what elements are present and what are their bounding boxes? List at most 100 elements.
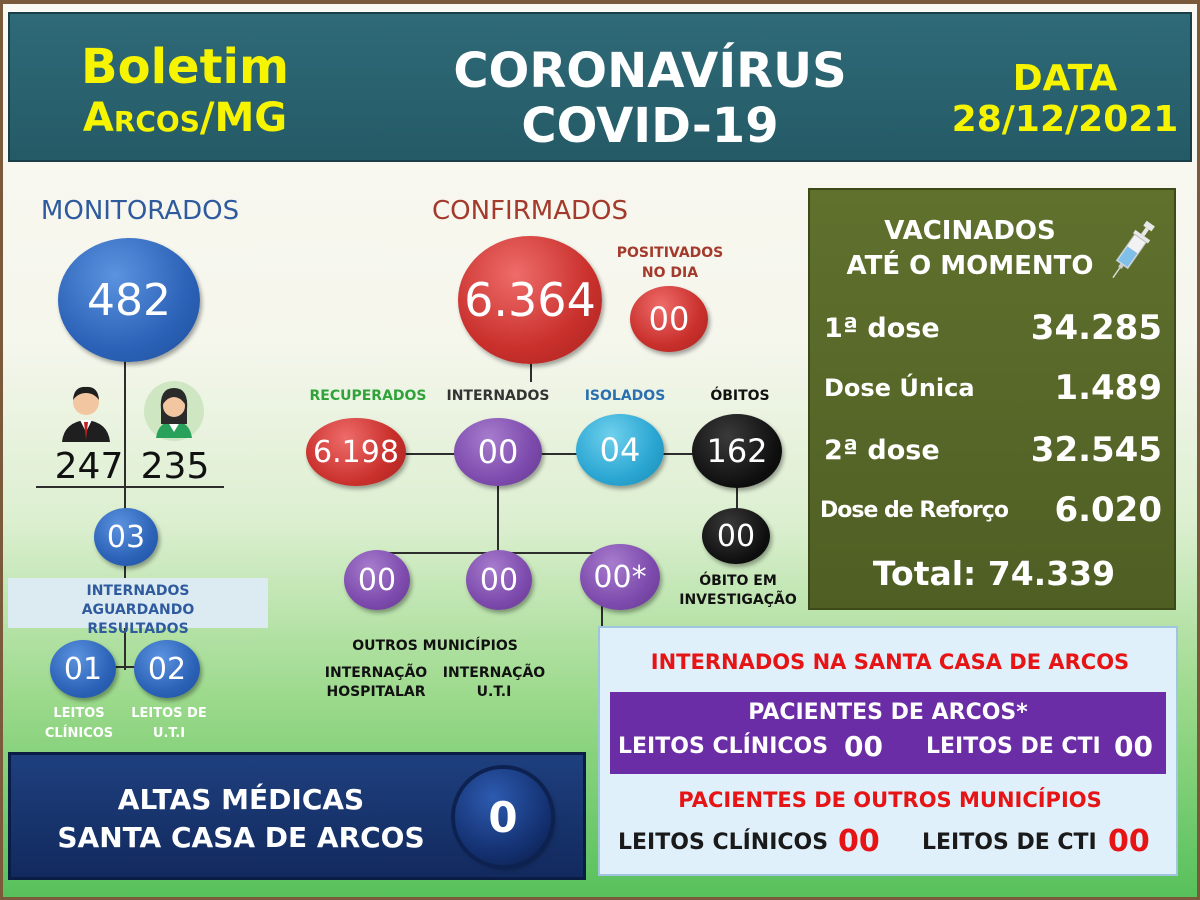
recuperados-label: RECUPERADOS: [309, 388, 427, 404]
vac-row-label: Dose Única: [824, 374, 975, 402]
outros-clinicos-label: LEITOS CLÍNICOS: [618, 830, 829, 855]
vac-row-value: 6.020: [1054, 490, 1162, 530]
internacao-uti-label: INTERNAÇÃO U.T.I: [442, 665, 546, 700]
city-label: Arcos/MG: [82, 95, 288, 142]
isolados-circle: 04: [576, 414, 664, 486]
altas-line1: ALTAS MÉDICAS: [117, 783, 365, 816]
isolados-label: ISOLADOS: [584, 388, 666, 404]
leitos-uti-circle: 02: [134, 640, 200, 698]
monitorados-total-circle: 482: [58, 238, 200, 362]
arcos-cti-label: LEITOS DE CTI: [926, 734, 1101, 759]
vacinados-panel: VACINADOS ATÉ O MOMENTO 1ª dose 34.285 D…: [808, 188, 1176, 610]
internados-aguardando-label: INTERNADOS AGUARDANDO RESULTADOS: [8, 578, 268, 637]
altas-line2: SANTA CASA DE ARCOS: [57, 820, 425, 854]
outros-cti-label: LEITOS DE CTI: [922, 830, 1097, 855]
date-value: 28/12/2021: [951, 99, 1179, 141]
title-line1: CORONAVÍRUS: [453, 43, 847, 99]
obito-investigacao-value: 00: [716, 518, 756, 554]
vacinados-title: VACINADOS ATÉ O MOMENTO: [820, 214, 1120, 284]
confirmados-total-circle: 6.364: [458, 236, 602, 364]
obito-investigacao-circle: 00: [702, 508, 770, 564]
internados-circle: 00: [454, 418, 542, 486]
altas-value: 0: [488, 792, 518, 842]
vac-row-label: 1ª dose: [824, 312, 940, 344]
recuperados-circle: 6.198: [306, 418, 406, 486]
date-block: DATA 28/12/2021: [950, 58, 1180, 141]
outros-clinicos-value: 00: [838, 824, 880, 859]
outros-cti-value: 00: [1108, 824, 1150, 859]
positivados-circle: 00: [630, 286, 708, 352]
isolados-value: 04: [599, 431, 641, 469]
header-banner: Boletim Arcos/MG CORONAVÍRUS COVID-19 DA…: [8, 12, 1192, 162]
main-title: CORONAVÍRUS COVID-19: [410, 43, 890, 155]
vac-row-label: Dose de Reforço: [820, 497, 1009, 523]
altas-circle: 0: [455, 769, 551, 865]
outros-municipios-label: OUTROS MUNICÍPIOS: [352, 638, 518, 654]
recuperados-value: 6.198: [313, 434, 399, 470]
arcos-clinicos-label: LEITOS CLÍNICOS: [618, 734, 829, 759]
leitos-uti-value: 02: [147, 651, 187, 687]
sub-hospitalar-circle: 00: [344, 550, 410, 610]
monitorados-hline: [36, 486, 224, 488]
vac-row-label: 2ª dose: [824, 434, 940, 466]
monitorados-total: 482: [87, 274, 171, 326]
pacientes-arcos-title: PACIENTES DE ARCOS*: [748, 700, 1028, 725]
sub-uti-circle: 00: [466, 550, 532, 610]
sub-hospitalar-value: 00: [357, 562, 397, 598]
pacientes-outros-title: PACIENTES DE OUTROS MUNICÍPIOS: [678, 788, 1102, 812]
male-avatar-icon: [62, 386, 110, 442]
vacinados-total: Total: 74.339: [872, 554, 1116, 593]
date-label: DATA: [1012, 58, 1118, 99]
internados-label: INTERNADOS: [446, 388, 550, 404]
internados-aguardando-value: 03: [106, 519, 146, 555]
male-count: 247: [54, 446, 124, 487]
vac-row-dose1: 1ª dose 34.285: [824, 308, 1162, 348]
vac-row-dose-unica: Dose Única 1.489: [824, 368, 1162, 408]
obitos-value: 162: [706, 432, 768, 470]
vac-row-value: 32.545: [1030, 430, 1162, 470]
vac-row-value: 1.489: [1054, 368, 1162, 408]
leitos-clinicos-label: LEITOS CLÍNICOS: [44, 706, 114, 741]
sub-outros-value: 00*: [593, 559, 647, 595]
positivados-label: POSITIVADOS NO DIA: [616, 245, 724, 281]
boletim-title: Boletim Arcos/MG: [60, 39, 310, 142]
altas-panel: ALTAS MÉDICAS SANTA CASA DE ARCOS 0: [8, 752, 586, 880]
sub-uti-value: 00: [479, 562, 519, 598]
pacientes-arcos-box: PACIENTES DE ARCOS* LEITOS CLÍNICOS 00 L…: [610, 692, 1166, 774]
positivados-value: 00: [648, 300, 690, 338]
confirmados-total: 6.364: [464, 273, 596, 327]
obito-investigacao-label: ÓBITO EM INVESTIGAÇÃO: [679, 573, 797, 608]
female-count: 235: [140, 446, 210, 487]
altas-label: ALTAS MÉDICAS SANTA CASA DE ARCOS: [31, 781, 451, 857]
obitos-circle: 162: [692, 414, 782, 488]
vac-row-dose2: 2ª dose 32.545: [824, 430, 1162, 470]
internados-aguardando-circle: 03: [94, 508, 158, 566]
santa-casa-panel: INTERNADOS NA SANTA CASA DE ARCOS PACIEN…: [598, 626, 1178, 876]
female-avatar-icon: [144, 381, 204, 441]
vacinados-title-line2: ATÉ O MOMENTO: [846, 251, 1094, 282]
monitorados-vline: [124, 340, 126, 670]
leitos-uti-label: LEITOS DE U.T.I: [131, 706, 207, 741]
leitos-hline: [84, 666, 164, 668]
internacao-hospitalar-label: INTERNAÇÃO HOSPITALAR: [324, 665, 428, 700]
confirmados-hline: [360, 453, 740, 455]
monitorados-label: MONITORADOS: [40, 196, 240, 226]
arcos-clinicos-value: 00: [844, 730, 883, 763]
confirmados-vline: [530, 360, 532, 382]
obitos-label: ÓBITOS: [710, 388, 770, 404]
vacinados-title-line1: VACINADOS: [884, 216, 1056, 246]
obitos-vline: [736, 480, 738, 510]
confirmados-label: CONFIRMADOS: [432, 196, 628, 226]
sub-outros-circle: 00*: [580, 544, 660, 610]
title-line2: COVID-19: [521, 98, 779, 155]
vac-row-reforco: Dose de Reforço 6.020: [820, 490, 1162, 530]
arcos-cti-value: 00: [1114, 730, 1153, 763]
leitos-clinicos-value: 01: [63, 651, 103, 687]
leitos-clinicos-circle: 01: [50, 640, 116, 698]
santa-casa-title: INTERNADOS NA SANTA CASA DE ARCOS: [650, 650, 1130, 674]
syringe-icon: [1112, 220, 1155, 279]
boletim-label: Boletim: [81, 39, 289, 95]
vac-row-value: 34.285: [1030, 308, 1162, 348]
internados-value: 00: [477, 433, 519, 471]
internados-vline: [497, 480, 499, 554]
